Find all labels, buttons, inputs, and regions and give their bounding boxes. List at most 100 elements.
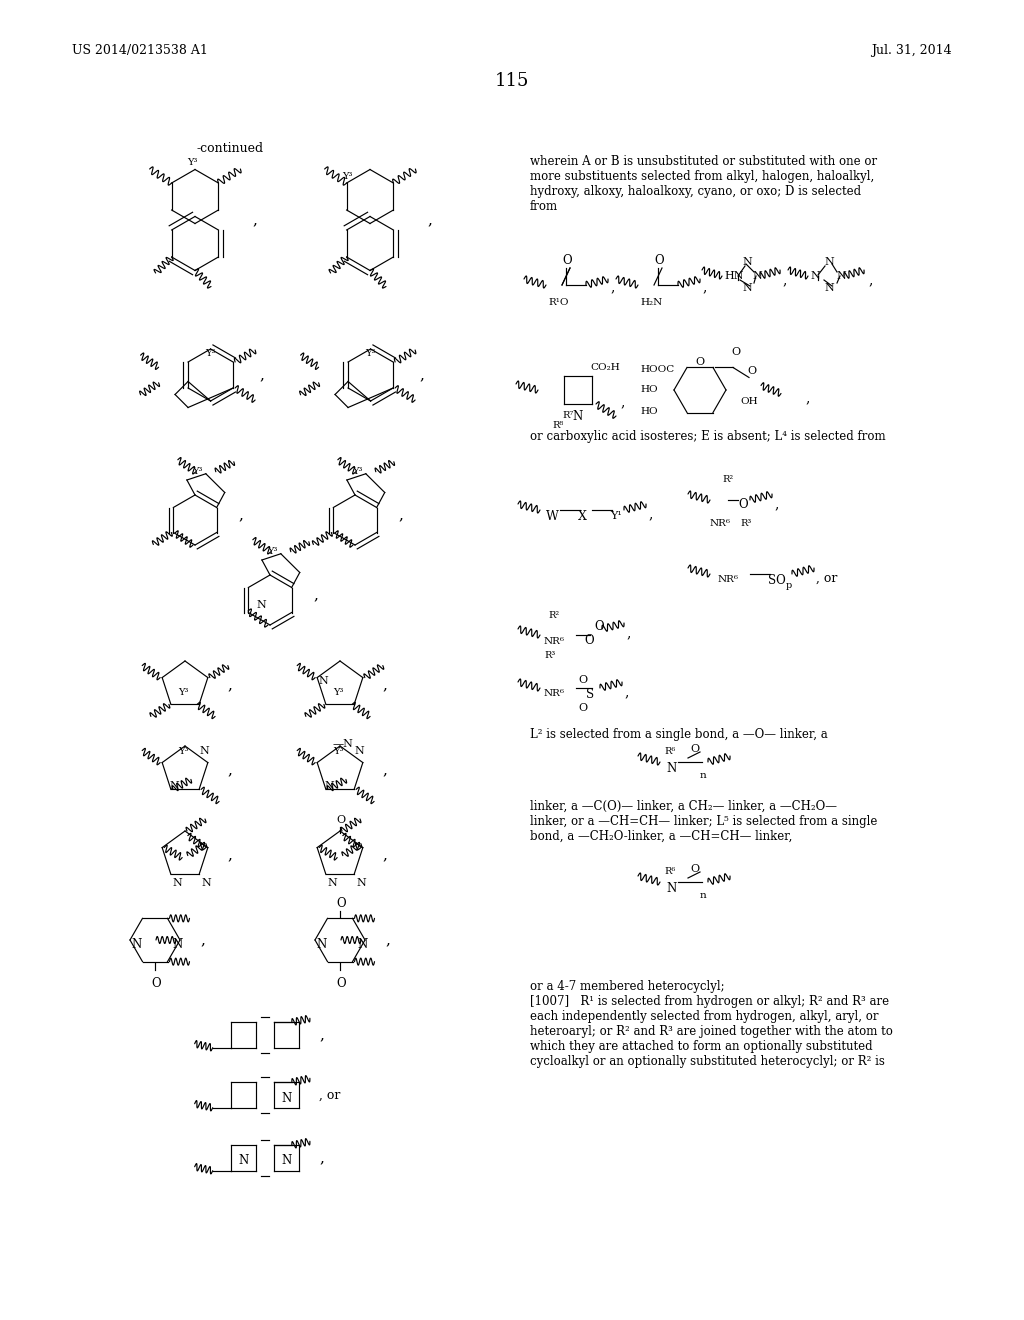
Text: ,: , [313,587,317,602]
Text: , or: , or [319,1089,340,1101]
Text: HO: HO [640,385,657,395]
Text: O: O [151,977,161,990]
Text: ,: , [260,368,264,381]
Text: or a 4-7 membered heterocyclyl;
[1007]   R¹ is selected from hydrogen or alkyl; : or a 4-7 membered heterocyclyl; [1007] R… [530,979,893,1068]
Text: ,: , [805,391,809,405]
Text: N: N [200,746,209,756]
Text: R⁶: R⁶ [664,747,676,756]
Text: N: N [316,937,327,950]
Text: L² is selected from a single bond, a —O— linker, a: L² is selected from a single bond, a —O—… [530,729,827,741]
Text: ,: , [398,508,402,521]
Text: ,: , [385,933,390,946]
Text: , or: , or [816,572,838,585]
Text: ,: , [382,763,387,777]
Text: ,: , [200,933,205,946]
Text: Y³: Y³ [365,348,376,358]
Text: Y³: Y³ [178,747,188,755]
Text: ,: , [702,280,707,294]
Text: NR⁶: NR⁶ [710,520,731,528]
Text: O: O [738,498,748,511]
Text: N: N [356,878,366,888]
Text: Y³: Y³ [342,172,352,181]
Text: ,: , [420,368,425,381]
Text: wherein A or B is unsubstituted or substituted with one or
more substituents sel: wherein A or B is unsubstituted or subst… [530,154,878,213]
Text: ,: , [648,507,652,521]
Text: Y³: Y³ [352,467,362,475]
Text: ,: , [868,273,872,286]
Text: or carboxylic acid isosteres; E is absent; L⁴ is selected from: or carboxylic acid isosteres; E is absen… [530,430,886,444]
Text: linker, a —C(O)— linker, a CH₂— linker, a —CH₂O—
linker, or a —CH=CH— linker; L⁵: linker, a —C(O)— linker, a CH₂— linker, … [530,800,878,843]
Text: O: O [654,253,664,267]
Text: Y³: Y³ [187,157,198,166]
Text: -continued: -continued [197,143,263,154]
Text: NR⁶: NR⁶ [544,636,565,645]
Text: O: O [578,675,587,685]
Text: O: O [562,253,571,267]
Text: R⁸: R⁸ [552,421,563,430]
Text: X: X [578,510,587,523]
Text: US 2014/0213538 A1: US 2014/0213538 A1 [72,44,208,57]
Text: N: N [256,601,266,610]
Text: N: N [752,271,762,281]
Text: O: O [594,620,603,634]
Text: n: n [700,891,707,900]
Text: N: N [742,282,752,293]
Text: S: S [586,688,594,701]
Text: N: N [282,1092,292,1105]
Text: NR⁶: NR⁶ [718,576,739,585]
Text: W: W [546,510,559,523]
Text: ,: , [382,678,387,692]
Text: ,: , [227,678,231,692]
Text: ,: , [427,213,432,227]
Text: N: N [824,257,834,267]
Text: N: N [169,780,179,791]
Text: ,: , [610,280,614,294]
Text: SO: SO [768,573,785,586]
Text: O: O [336,814,345,825]
Text: ,: , [319,1151,324,1166]
Text: N: N [131,937,141,950]
Text: N: N [172,937,182,950]
Text: ,: , [227,763,231,777]
Text: O: O [746,367,756,376]
Text: R²: R² [722,475,733,484]
Text: ,: , [252,213,257,227]
Text: ,: , [774,498,778,511]
Text: R⁶: R⁶ [664,867,676,876]
Text: 115: 115 [495,73,529,90]
Text: O: O [731,347,740,358]
Text: ,: , [227,847,231,862]
Text: Y³: Y³ [193,467,203,475]
Text: O: O [584,635,594,648]
Text: N: N [836,271,846,281]
Text: R⁷: R⁷ [562,412,573,421]
Text: Y¹: Y¹ [610,511,622,521]
Text: ,: , [626,626,631,640]
Text: R³: R³ [544,651,555,660]
Text: ,: , [319,1028,324,1041]
Text: Y³: Y³ [205,348,215,358]
Text: OH: OH [740,397,758,407]
Text: N: N [357,937,368,950]
Text: N: N [173,878,182,888]
Text: N: N [239,1155,249,1167]
Text: O: O [578,704,587,713]
Text: N: N [824,282,834,293]
Text: CO₂H: CO₂H [590,363,620,372]
Text: ,: , [238,508,243,521]
Text: ,: , [782,273,786,286]
Text: O: O [695,356,705,367]
Text: ,: , [382,847,387,862]
Text: ,: , [620,395,625,409]
Text: O: O [336,898,346,909]
Text: Y³: Y³ [333,747,343,755]
Text: N: N [666,882,676,895]
Text: O: O [690,865,699,874]
Text: HO: HO [640,408,657,417]
Text: HOOC: HOOC [640,366,674,375]
Text: ,: , [624,685,629,700]
Text: N: N [810,271,820,281]
Text: Y³: Y³ [178,688,188,697]
Text: N: N [201,878,211,888]
Text: N: N [572,409,583,422]
